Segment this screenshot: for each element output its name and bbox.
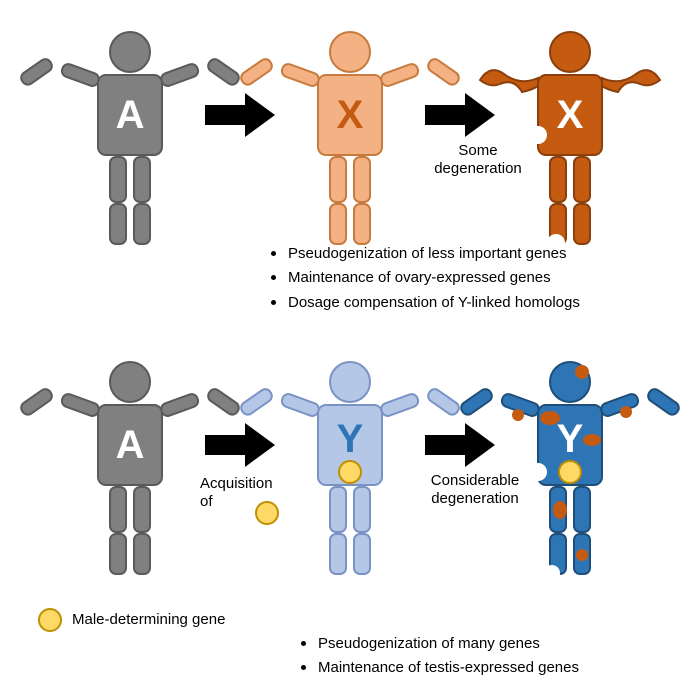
label-X-light: X bbox=[337, 93, 364, 137]
caption-some-degeneration: Some degeneration bbox=[428, 142, 528, 178]
male-gene-dot-1 bbox=[339, 461, 361, 483]
arrow-bottom-2 bbox=[425, 423, 495, 467]
bullets-top: Pseudogenization of less important genes… bbox=[270, 240, 580, 313]
label-A-top: A bbox=[116, 93, 145, 137]
label-Y-dark: Y bbox=[557, 417, 584, 461]
chromosome-evolution-diagram: A X X A Y bbox=[0, 0, 700, 700]
caption-acquisition: Acquisition of bbox=[200, 475, 280, 511]
figure-bottom-Y1: Y bbox=[239, 362, 461, 574]
arrow-top-2 bbox=[425, 93, 495, 137]
legend-dot bbox=[39, 609, 61, 631]
arrow-top-1 bbox=[205, 93, 275, 137]
label-Y-light: Y bbox=[337, 417, 364, 461]
figure-bottom-A: A bbox=[19, 362, 241, 574]
figure-top-X1: X bbox=[239, 32, 461, 244]
male-gene-dot-2 bbox=[559, 461, 581, 483]
figure-top-A: A bbox=[19, 32, 241, 244]
bullets-bottom: Pseudogenization of many genes Maintenan… bbox=[300, 630, 579, 679]
caption-considerable-degeneration: Considerable degeneration bbox=[420, 472, 530, 508]
label-X-dark: X bbox=[557, 93, 584, 137]
legend-text: Male-determining gene bbox=[72, 611, 225, 628]
label-A-bottom: A bbox=[116, 423, 145, 467]
arrow-bottom-1 bbox=[205, 423, 275, 467]
